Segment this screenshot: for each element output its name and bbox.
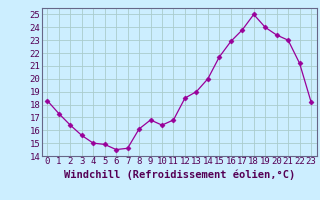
X-axis label: Windchill (Refroidissement éolien,°C): Windchill (Refroidissement éolien,°C)	[64, 169, 295, 180]
